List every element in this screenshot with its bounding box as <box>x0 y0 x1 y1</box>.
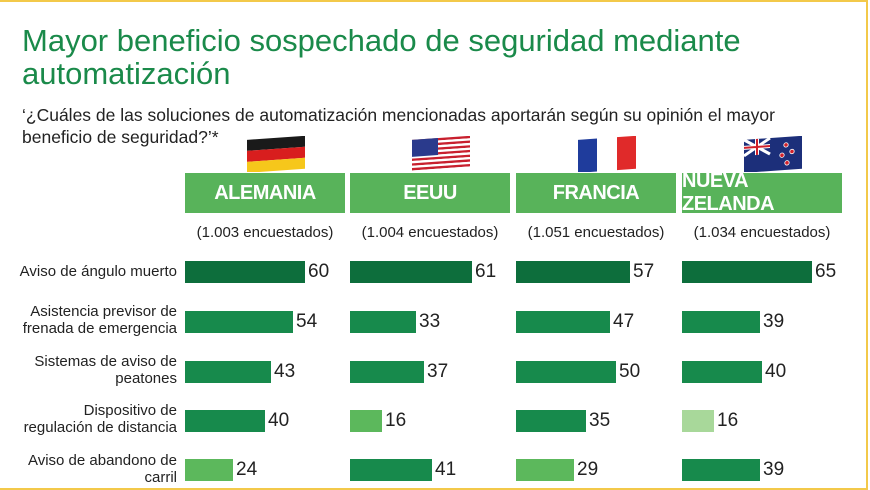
data-label: 29 <box>577 459 599 480</box>
data-label: 39 <box>763 459 785 480</box>
country-header: NUEVA ZELANDA <box>682 170 842 215</box>
bar <box>350 311 416 333</box>
category-label: Sistemas de aviso de peatones <box>34 353 177 387</box>
bar <box>185 459 233 481</box>
data-label: 24 <box>236 459 258 480</box>
bar <box>185 261 305 283</box>
respondents-label: (1.034 encuestados) <box>693 224 831 241</box>
country-header: EEUU <box>350 173 510 213</box>
respondents-label: (1.003 encuestados) <box>196 224 334 241</box>
data-label: 37 <box>427 361 449 382</box>
germany-flag <box>245 135 307 173</box>
bar <box>185 361 271 383</box>
bar <box>350 410 382 432</box>
bar <box>516 410 586 432</box>
data-label: 47 <box>613 311 635 332</box>
data-label: 33 <box>419 311 441 332</box>
country-header: ALEMANIA <box>185 173 345 213</box>
bar <box>682 361 762 383</box>
data-label: 39 <box>763 311 785 332</box>
chart-subtitle: ‘¿Cuáles de las soluciones de automatiza… <box>22 105 775 147</box>
category-label: Aviso de abandono de carril <box>27 452 177 486</box>
bar <box>516 459 574 481</box>
bar <box>185 311 293 333</box>
category-label: Asistencia previsor de frenada de emerge… <box>22 303 177 337</box>
data-label: 16 <box>717 410 739 431</box>
data-label: 57 <box>633 261 655 282</box>
data-label: 61 <box>475 261 497 282</box>
category-label: Aviso de ángulo muerto <box>19 263 177 280</box>
data-label: 50 <box>619 361 641 382</box>
bar <box>185 410 265 432</box>
data-label: 54 <box>296 311 318 332</box>
bar <box>682 410 714 432</box>
respondents-label: (1.004 encuestados) <box>361 224 499 241</box>
bar <box>516 311 610 333</box>
data-label: 65 <box>815 261 837 282</box>
usa-flag <box>410 135 472 173</box>
bar <box>682 459 760 481</box>
respondents-label: (1.051 encuestados) <box>527 224 665 241</box>
bar <box>516 361 616 383</box>
data-label: 35 <box>589 410 611 431</box>
data-label: 40 <box>268 410 290 431</box>
data-label: 16 <box>385 410 407 431</box>
chart-title: Mayor beneficio sospechado de seguridad … <box>22 23 741 91</box>
country-header: FRANCIA <box>516 173 676 213</box>
bar <box>350 261 472 283</box>
bar <box>682 261 812 283</box>
data-label: 41 <box>435 459 457 480</box>
bar <box>516 261 630 283</box>
data-label: 43 <box>274 361 296 382</box>
category-label: Dispositivo de regulación de distancia <box>23 402 177 436</box>
data-label: 60 <box>308 261 330 282</box>
data-label: 40 <box>765 361 787 382</box>
bar <box>682 311 760 333</box>
new-zealand-flag <box>742 135 804 173</box>
france-flag <box>576 135 638 173</box>
bar <box>350 459 432 481</box>
bar <box>350 361 424 383</box>
